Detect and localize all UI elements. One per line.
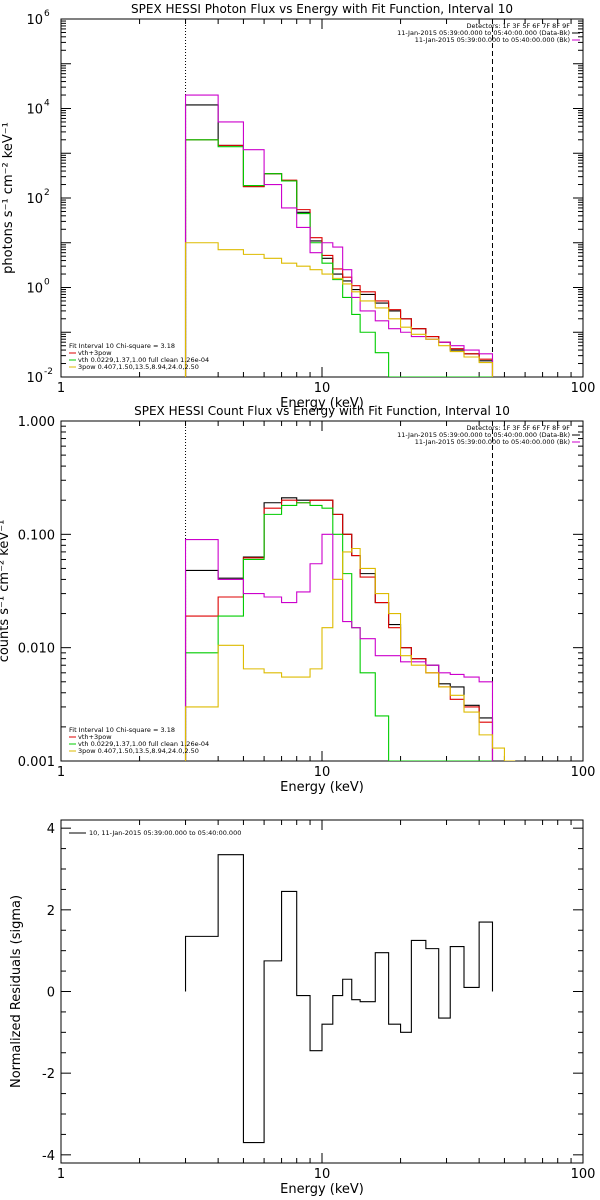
data-series-5 [184,242,494,377]
chart-title: SPEX HESSI Photon Flux vs Energy with Fi… [131,2,513,16]
y-tick-label: 0.001 [18,755,55,770]
legend-top-left: 10, 11-Jan-2015 05:39:00.000 to 05:40:00… [69,829,241,837]
y-tick-label-exponent: -2 [44,367,53,377]
y-tick-label: 10 [26,13,43,28]
x-axis-label: Energy (keV) [280,1182,364,1197]
legend-entry: vth 0.0229,1.37,1.00 full clean 1.26e-04 [78,740,209,748]
chart-panel-1: SPEX HESSI Photon Flux vs Energy with Fi… [1,2,595,411]
y-tick-label: -4 [42,1149,55,1164]
legend-entry: vth 0.0229,1.37,1.00 full clean 1.26e-04 [78,356,209,364]
legend-entry: vth+3pow [78,349,112,357]
y-tick-label: 10 [26,282,43,297]
y-axis-label: photons s⁻¹ cm⁻² keV⁻¹ [1,122,16,274]
legend-entry: Fit Interval 10 Chi-square = 3.18 [69,726,175,734]
y-tick-label-exponent: 4 [44,99,50,109]
y-axis-label: counts s⁻¹ cm⁻² keV⁻¹ [0,520,12,663]
data-series-1 [184,497,494,761]
chart-title: SPEX HESSI Count Flux vs Energy with Fit… [134,404,510,418]
y-tick-label: 2 [47,904,55,919]
plot-frame [60,18,584,378]
legend-entry: vth+3pow [78,733,112,741]
x-axis: 1 10 100 [57,820,596,1182]
x-axis-label: Energy (keV) [280,396,364,411]
legend-entry: 11-Jan-2015 05:39:00.000 to 05:40:00.000… [415,36,570,44]
x-tick-label: 100 [571,381,596,396]
legend-entry: Detectors: 1F 3F 5F 6F 7F 8F 9F [467,22,571,30]
x-tick-label: 1 [57,765,65,780]
plot-frame [60,819,584,1164]
data-series-2 [184,139,494,377]
x-axis: 1 10 100 [57,421,596,780]
y-axis: 0.001 0.010 0.100 1.000 [18,415,583,770]
series-group [184,497,516,761]
x-tick-label: 1 [57,381,65,396]
y-tick-label: 10 [26,103,43,118]
y-tick-label-exponent: 2 [44,188,50,198]
legend-entry: 3pow 0.407,1.50,13.5,8.94,24.0,2.50 [78,747,199,755]
data-series-5 [184,547,516,761]
y-axis: -4 -2 0 2 4 [42,822,583,1164]
legend-entry: 11-Jan-2015 05:39:00.000 to 05:40:00.000… [397,29,570,37]
y-tick-label: 4 [47,822,55,837]
data-series-3 [184,502,493,761]
series-group [184,94,494,377]
data-series-3 [184,139,493,377]
x-tick-label: 10 [314,765,331,780]
x-tick-label: 1 [57,1167,65,1182]
x-axis: 1 10 100 [57,19,596,396]
chart-panel-3: 1 10 100 Energy (keV) -4 -2 0 2 4 Normalized Resi… [9,819,596,1197]
plot-frame [60,420,584,762]
x-axis-label: Energy (keV) [280,780,364,795]
y-tick-label: 10 [26,371,43,386]
x-tick-label: 100 [571,1167,596,1182]
x-tick-label: 10 [314,1167,331,1182]
legend-entry: 10, 11-Jan-2015 05:39:00.000 to 05:40:00… [89,829,241,837]
y-tick-label-exponent: 0 [44,278,50,288]
y-tick-label: 0 [47,986,55,1001]
y-axis-label: Normalized Residuals (sigma) [9,895,24,1088]
legend-top-right: Detectors: 1F 3F 5F 6F 7F 8F 9F11-Jan-20… [397,424,580,446]
legend-top-right: Detectors: 1F 3F 5F 6F 7F 8F 9F11-Jan-20… [397,22,580,44]
chart-panel-2: SPEX HESSI Count Flux vs Energy with Fit… [0,404,595,795]
series-group [184,854,494,1144]
y-tick-label: -2 [42,1067,55,1082]
y-tick-label: 10 [26,192,43,207]
legend-entry: Fit Interval 10 Chi-square = 3.18 [69,342,175,350]
x-tick-label: 100 [571,765,596,780]
legend-bottom-left: Fit Interval 10 Chi-square = 3.18vth+3po… [69,342,209,371]
y-tick-label: 0.100 [18,528,55,543]
data-series-2 [184,499,494,761]
y-tick-label: 0.010 [18,642,55,657]
legend-bottom-left: Fit Interval 10 Chi-square = 3.18vth+3po… [69,726,209,755]
y-tick-label: 1.000 [18,415,55,430]
data-series-4 [184,94,494,377]
y-tick-label-exponent: 6 [44,9,50,19]
legend-entry: 11-Jan-2015 05:39:00.000 to 05:40:00.000… [415,438,570,446]
x-tick-label: 10 [314,381,331,396]
data-series-4 [184,533,494,761]
legend-entry: 3pow 0.407,1.50,13.5,8.94,24.0,2.50 [78,363,199,371]
legend-entry: 11-Jan-2015 05:39:00.000 to 05:40:00.000… [397,431,570,439]
data-series-1 [184,854,494,1144]
legend-entry: Detectors: 1F 3F 5F 6F 7F 8F 9F [467,424,571,432]
